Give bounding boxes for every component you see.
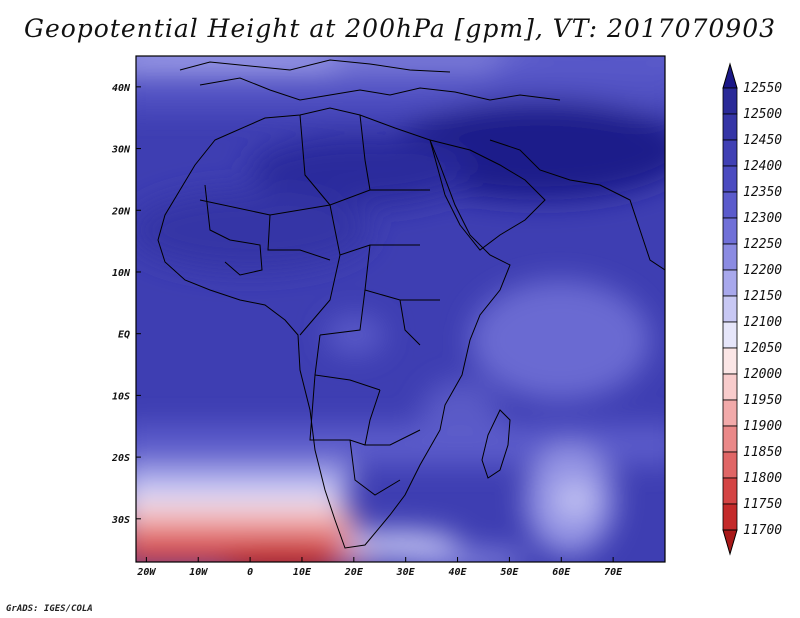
colorbar: 12550 12500 12450 12400 12350 12300 12250 12200… bbox=[722, 62, 782, 556]
colorbar-label: 12100 bbox=[743, 315, 782, 330]
colorbar-label: 12450 bbox=[743, 133, 782, 148]
lat-tick-label: 10N bbox=[112, 268, 131, 279]
coastlines bbox=[157, 59, 665, 549]
lon-tick-label: 10E bbox=[293, 567, 312, 578]
colorbar-swatch bbox=[722, 295, 738, 323]
colorbar-swatch bbox=[722, 373, 738, 401]
colorbar-swatch bbox=[722, 503, 738, 531]
colorbar-label: 11800 bbox=[743, 471, 782, 486]
lat-tick-label: 20S bbox=[111, 453, 130, 464]
africa-coastline bbox=[157, 107, 511, 549]
colorbar-label: 11700 bbox=[743, 523, 782, 538]
colorbar-swatch bbox=[722, 321, 738, 349]
colorbar-swatch bbox=[722, 477, 738, 505]
colorbar-swatch bbox=[722, 451, 738, 479]
colorbar-swatch bbox=[722, 113, 738, 141]
colorbar-label: 11750 bbox=[743, 497, 782, 512]
latitude-axis: 40N 30N 20N 10N EQ 10S 20S 30S bbox=[111, 83, 141, 526]
footer-credit: GrADS: IGES/COLA bbox=[6, 604, 93, 614]
colorbar-swatch bbox=[722, 191, 738, 219]
lon-tick-label: 50E bbox=[500, 567, 519, 578]
lon-tick-label: 20W bbox=[136, 567, 156, 578]
colorbar-label: 12250 bbox=[743, 237, 782, 252]
colorbar-label: 11950 bbox=[743, 393, 782, 408]
madagascar bbox=[481, 409, 511, 479]
colorbar-swatch bbox=[722, 139, 738, 167]
lon-tick-label: 40E bbox=[449, 567, 468, 578]
colorbar-label: 12050 bbox=[743, 341, 782, 356]
lon-tick-label: 60E bbox=[552, 567, 571, 578]
lon-tick-label: 20E bbox=[344, 567, 364, 578]
lon-tick-label: 30E bbox=[396, 567, 416, 578]
colorbar-swatch bbox=[722, 165, 738, 193]
lat-tick-label: 30N bbox=[111, 145, 131, 156]
map-frame bbox=[135, 55, 666, 563]
colorbar-label: 11900 bbox=[743, 419, 782, 434]
colorbar-label: 12350 bbox=[743, 185, 782, 200]
map-title: Geopotential Height at 200hPa [gpm], VT:… bbox=[23, 14, 777, 43]
colorbar-label: 12400 bbox=[743, 159, 782, 174]
colorbar-swatch bbox=[722, 399, 738, 427]
colorbar-label: 12150 bbox=[743, 289, 782, 304]
colorbar-label: 12200 bbox=[743, 263, 782, 278]
colorbar-swatch bbox=[722, 87, 738, 115]
colorbar-swatch bbox=[722, 243, 738, 271]
colorbar-swatch bbox=[722, 269, 738, 297]
lon-tick-label: 10W bbox=[189, 567, 208, 578]
lon-tick-label: 70E bbox=[604, 567, 623, 578]
colorbar-swatch bbox=[722, 347, 738, 375]
lat-tick-label: 10S bbox=[112, 391, 130, 402]
colorbar-label: 12300 bbox=[743, 211, 782, 226]
lon-tick-label: 0 bbox=[247, 567, 253, 578]
lat-tick-label: 20N bbox=[111, 206, 131, 217]
colorbar-label: 12000 bbox=[743, 367, 782, 382]
colorbar-swatch bbox=[722, 425, 738, 453]
lat-tick-label: 30S bbox=[111, 515, 130, 526]
lat-tick-label: 40N bbox=[112, 83, 131, 94]
longitude-axis: 20W 10W 0 10E 20E 30E 40E 50E 60E 70E bbox=[136, 557, 623, 578]
colorbar-label: 11850 bbox=[743, 445, 782, 460]
colorbar-label: 12550 bbox=[743, 81, 782, 96]
lat-tick-label: EQ bbox=[118, 330, 130, 341]
colorbar-swatch bbox=[722, 217, 738, 245]
colorbar-label: 12500 bbox=[743, 107, 782, 122]
colorbar-bottom-arrow bbox=[722, 529, 738, 556]
height-field bbox=[136, 56, 665, 562]
colorbar-top-arrow bbox=[722, 62, 738, 89]
